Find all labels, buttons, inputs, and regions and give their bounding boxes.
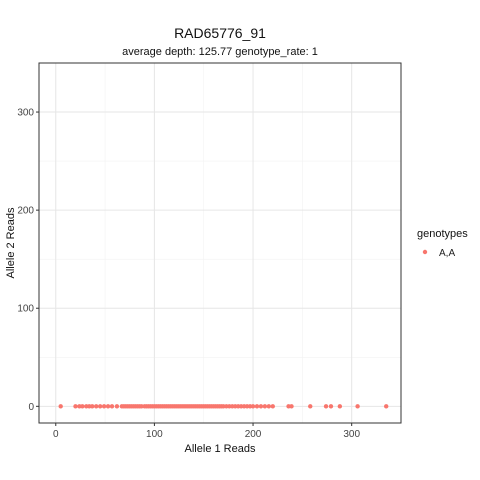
legend-entry-label: A,A (439, 248, 455, 259)
data-point (328, 404, 334, 409)
data-points (58, 404, 389, 409)
data-point (94, 404, 99, 409)
data-point (97, 404, 103, 409)
x-tick-label: 100 (146, 429, 163, 440)
data-point (289, 404, 294, 409)
y-tick-label: 200 (17, 206, 34, 217)
plot-border (38, 62, 402, 424)
legend-swatch (422, 249, 428, 255)
y-axis-label: Allele 2 Reads (5, 207, 17, 278)
data-point (109, 404, 115, 409)
x-tick-label: 0 (53, 429, 59, 440)
legend-title: genotypes (417, 228, 468, 240)
chart-subtitle: average depth: 125.77 genotype_rate: 1 (122, 46, 318, 58)
data-point (58, 404, 63, 409)
data-point (323, 404, 329, 409)
data-point (337, 404, 343, 409)
x-axis-label: Allele 1 Reads (185, 443, 256, 455)
data-point (80, 404, 85, 409)
data-point (262, 404, 268, 409)
legend: genotypes A,A (417, 228, 468, 259)
y-axis-ticks: 0 100 200 300 (17, 108, 39, 413)
data-point (254, 404, 260, 409)
data-point (90, 404, 95, 409)
y-tick-label: 300 (17, 108, 34, 119)
data-point (270, 404, 275, 409)
data-point (258, 404, 264, 409)
data-point (308, 404, 313, 409)
x-tick-label: 200 (245, 429, 262, 440)
data-point (250, 404, 256, 409)
x-tick-label: 300 (343, 429, 360, 440)
y-tick-label: 100 (17, 304, 34, 315)
data-point (266, 404, 272, 409)
data-point (73, 404, 78, 409)
chart-title: RAD65776_91 (174, 25, 266, 41)
plot-background (39, 63, 401, 423)
data-point (101, 404, 107, 409)
data-point (384, 404, 389, 409)
y-tick-label: 0 (28, 402, 34, 413)
data-point (355, 404, 360, 409)
data-point (105, 404, 111, 409)
data-point (114, 404, 120, 409)
x-axis-ticks: 0 100 200 300 (53, 423, 360, 440)
